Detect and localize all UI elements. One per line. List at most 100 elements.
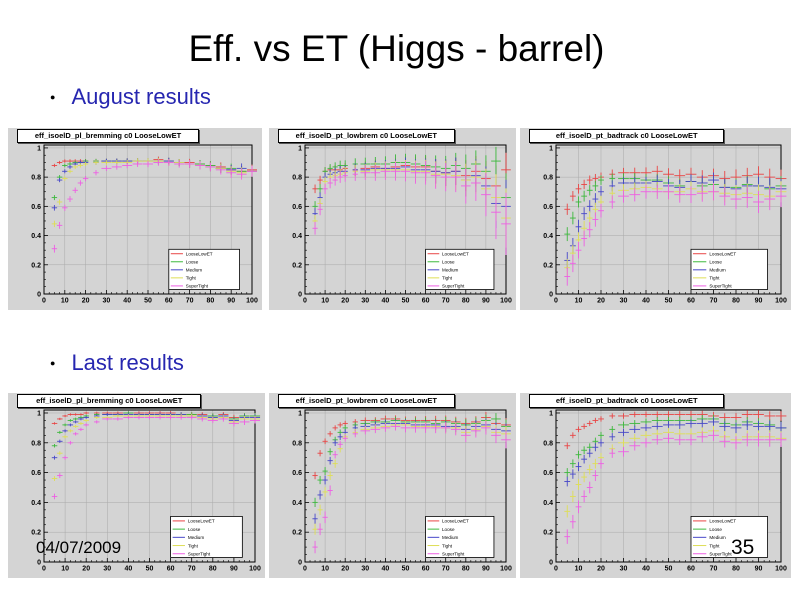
- svg-text:60: 60: [167, 566, 175, 573]
- svg-text:20: 20: [341, 566, 349, 573]
- svg-text:1: 1: [37, 145, 41, 152]
- plot-last-badtrack: eff_isoelD_pt_badtrack c0 LooseLowET 0 10…: [520, 393, 791, 578]
- svg-text:Tight: Tight: [442, 276, 453, 281]
- svg-text:100: 100: [775, 298, 787, 305]
- svg-text:60: 60: [422, 566, 430, 573]
- svg-text:40: 40: [642, 298, 650, 305]
- svg-text:20: 20: [82, 298, 90, 305]
- bullet-last-results: ● Last results: [50, 350, 184, 376]
- svg-text:0.4: 0.4: [31, 500, 41, 507]
- svg-text:Loose: Loose: [442, 260, 455, 265]
- plot-title: eff_isoelD_pl_bremming c0 LooseLowET: [16, 394, 202, 408]
- svg-text:30: 30: [103, 566, 111, 573]
- page-title: Eff. vs ET (Higgs - barrel): [188, 28, 605, 69]
- svg-text:80: 80: [207, 298, 215, 305]
- svg-text:0.6: 0.6: [543, 470, 553, 477]
- svg-text:80: 80: [462, 566, 470, 573]
- plot-title: eff_isoelD_pl_bremming c0 LooseLowET: [16, 129, 200, 143]
- svg-text:40: 40: [642, 566, 650, 573]
- svg-text:50: 50: [146, 566, 154, 573]
- svg-text:Medium: Medium: [188, 535, 205, 540]
- efficiency-plot-canvas: 0 10 20 30 40 50 60 70 80 90 100 0 0.2 0.4 0.6 0.8 1 Loos…: [292, 409, 512, 573]
- efficiency-plot-canvas: 0 10 20 30 40 50 60 70 80 90 100 0 0.2 0.4 0.6 0.8 1 Loos…: [543, 144, 787, 305]
- svg-text:70: 70: [186, 298, 194, 305]
- svg-text:0: 0: [303, 298, 307, 305]
- svg-text:0.4: 0.4: [543, 500, 553, 507]
- svg-text:40: 40: [382, 566, 390, 573]
- svg-text:60: 60: [165, 298, 173, 305]
- bullet-label: August results: [71, 84, 211, 109]
- svg-text:50: 50: [665, 566, 673, 573]
- svg-text:60: 60: [687, 566, 695, 573]
- svg-text:70: 70: [442, 298, 450, 305]
- plot-august-badtrack: eff_isoelD_pt_badtrack c0 LooseLowET 0 10…: [520, 128, 791, 310]
- svg-text:SuperTight: SuperTight: [709, 552, 732, 557]
- slide-date: 04/07/2009: [36, 538, 122, 557]
- svg-text:SuperTight: SuperTight: [442, 284, 465, 289]
- svg-text:SuperTight: SuperTight: [709, 284, 732, 289]
- svg-text:80: 80: [209, 566, 217, 573]
- svg-text:0.2: 0.2: [31, 262, 41, 269]
- svg-text:70: 70: [710, 566, 718, 573]
- svg-text:LooseLowET: LooseLowET: [188, 519, 215, 524]
- plot-august-lowbrem: eff_isoelD_pt_lowbrem c0 LooseLowET 0 10 2…: [269, 128, 516, 310]
- bullet-dot: ●: [50, 91, 56, 102]
- svg-text:100: 100: [775, 566, 787, 573]
- plot-title: eff_isoelD_pt_badtrack c0 LooseLowET: [529, 394, 724, 408]
- svg-text:0.2: 0.2: [292, 262, 302, 269]
- svg-text:0.8: 0.8: [543, 440, 553, 447]
- svg-text:0.6: 0.6: [292, 470, 302, 477]
- svg-text:0.6: 0.6: [31, 470, 41, 477]
- svg-text:SuperTight: SuperTight: [442, 552, 465, 557]
- svg-text:1: 1: [549, 145, 553, 152]
- svg-text:80: 80: [732, 566, 740, 573]
- svg-text:30: 30: [361, 566, 369, 573]
- svg-text:80: 80: [462, 298, 470, 305]
- svg-text:10: 10: [575, 298, 583, 305]
- svg-text:40: 40: [125, 566, 133, 573]
- svg-text:60: 60: [422, 298, 430, 305]
- svg-text:Tight: Tight: [188, 543, 199, 548]
- svg-text:20: 20: [341, 298, 349, 305]
- svg-text:0.2: 0.2: [543, 262, 553, 269]
- svg-text:100: 100: [249, 566, 261, 573]
- efficiency-plot-canvas: 0 10 20 30 40 50 60 70 80 90 100 0 0.2 0.4 0.6 0.8 1 Loos…: [292, 144, 512, 305]
- svg-text:LooseLowET: LooseLowET: [442, 252, 469, 257]
- svg-text:Loose: Loose: [442, 527, 455, 532]
- svg-text:10: 10: [61, 566, 69, 573]
- svg-text:LooseLowET: LooseLowET: [709, 519, 736, 524]
- svg-text:0.4: 0.4: [292, 500, 302, 507]
- svg-text:SuperTight: SuperTight: [188, 552, 211, 557]
- svg-text:1: 1: [37, 410, 41, 417]
- svg-text:20: 20: [597, 298, 605, 305]
- svg-text:40: 40: [382, 298, 390, 305]
- page-number: 35: [731, 536, 755, 559]
- svg-text:1: 1: [549, 410, 553, 417]
- svg-text:10: 10: [321, 298, 329, 305]
- svg-text:Medium: Medium: [442, 535, 459, 540]
- svg-text:0: 0: [37, 292, 41, 299]
- svg-text:0: 0: [42, 298, 46, 305]
- plot-august-bremming: eff_isoelD_pl_bremming c0 LooseLowET 0 10…: [8, 128, 262, 310]
- svg-text:30: 30: [620, 566, 628, 573]
- svg-text:1: 1: [298, 410, 302, 417]
- svg-text:Tight: Tight: [442, 543, 453, 548]
- svg-text:0: 0: [549, 292, 553, 299]
- svg-text:90: 90: [230, 566, 238, 573]
- svg-text:0.4: 0.4: [543, 233, 553, 240]
- svg-text:10: 10: [61, 298, 69, 305]
- svg-text:0.2: 0.2: [543, 530, 553, 537]
- svg-text:Medium: Medium: [709, 535, 726, 540]
- svg-text:20: 20: [82, 566, 90, 573]
- svg-text:LooseLowET: LooseLowET: [442, 519, 469, 524]
- svg-text:50: 50: [402, 566, 410, 573]
- svg-text:0: 0: [554, 298, 558, 305]
- svg-text:0.8: 0.8: [292, 440, 302, 447]
- svg-text:0: 0: [298, 560, 302, 567]
- svg-text:0: 0: [298, 292, 302, 299]
- svg-text:10: 10: [575, 566, 583, 573]
- svg-text:50: 50: [665, 298, 673, 305]
- plot-title: eff_isoelD_pt_badtrack c0 LooseLowET: [529, 129, 724, 143]
- svg-text:90: 90: [755, 566, 763, 573]
